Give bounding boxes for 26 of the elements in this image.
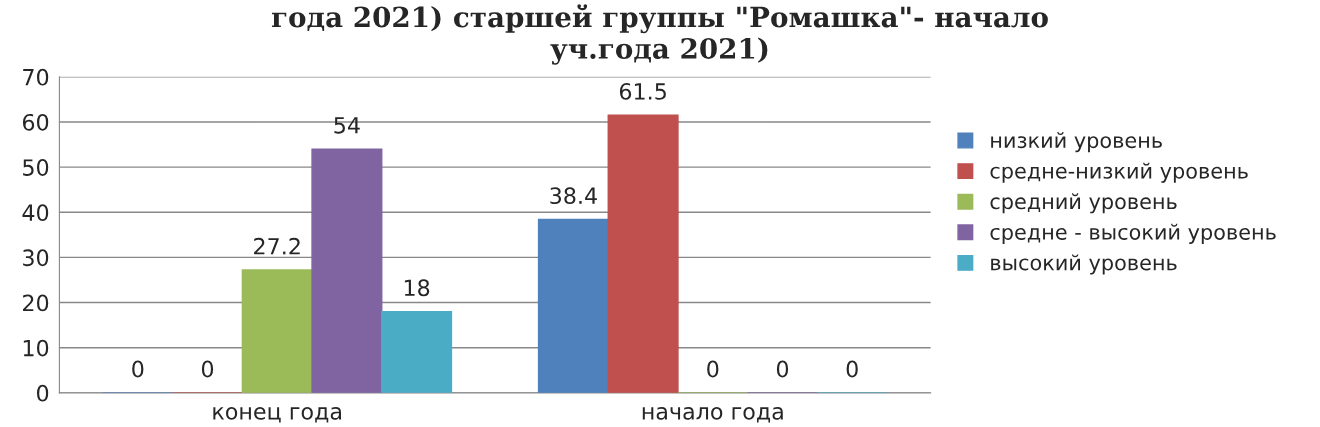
data-label: 0: [201, 360, 214, 378]
y-tick-label: 60: [22, 113, 49, 131]
data-label: 0: [132, 360, 144, 378]
data-label: 54: [334, 117, 360, 134]
legend-label: высокий уровень: [991, 254, 1177, 275]
legend-label: низкий уровень: [991, 132, 1162, 153]
data-label: 27.2: [254, 237, 300, 255]
y-tick-label: 70: [23, 68, 49, 86]
legend-label: средне - высокий уровень: [990, 223, 1276, 244]
data-label: 18: [404, 279, 430, 297]
chart-title: года 2021) старшей группы "Ромашка"- начало уч.года 2021): [271, 4, 1048, 65]
legend-label: средний уровень: [990, 193, 1177, 214]
y-tick-label: 10: [23, 339, 49, 357]
x-tick-label: конец года: [213, 407, 342, 423]
y-tick-label: 40: [22, 204, 49, 222]
legend-label: средне-низкий уровень: [990, 162, 1248, 183]
y-tick-label: 0: [37, 384, 49, 402]
data-label: 0: [776, 360, 789, 378]
x-tick-label: начало года: [642, 407, 783, 423]
y-tick-label: 30: [23, 249, 49, 267]
data-label: 0: [846, 360, 858, 378]
y-tick-label: 20: [23, 294, 49, 312]
data-label: 0: [707, 360, 719, 378]
data-label: 61.5: [619, 83, 666, 100]
y-tick-label: 50: [23, 159, 49, 176]
data-label: 38.4: [550, 187, 597, 205]
